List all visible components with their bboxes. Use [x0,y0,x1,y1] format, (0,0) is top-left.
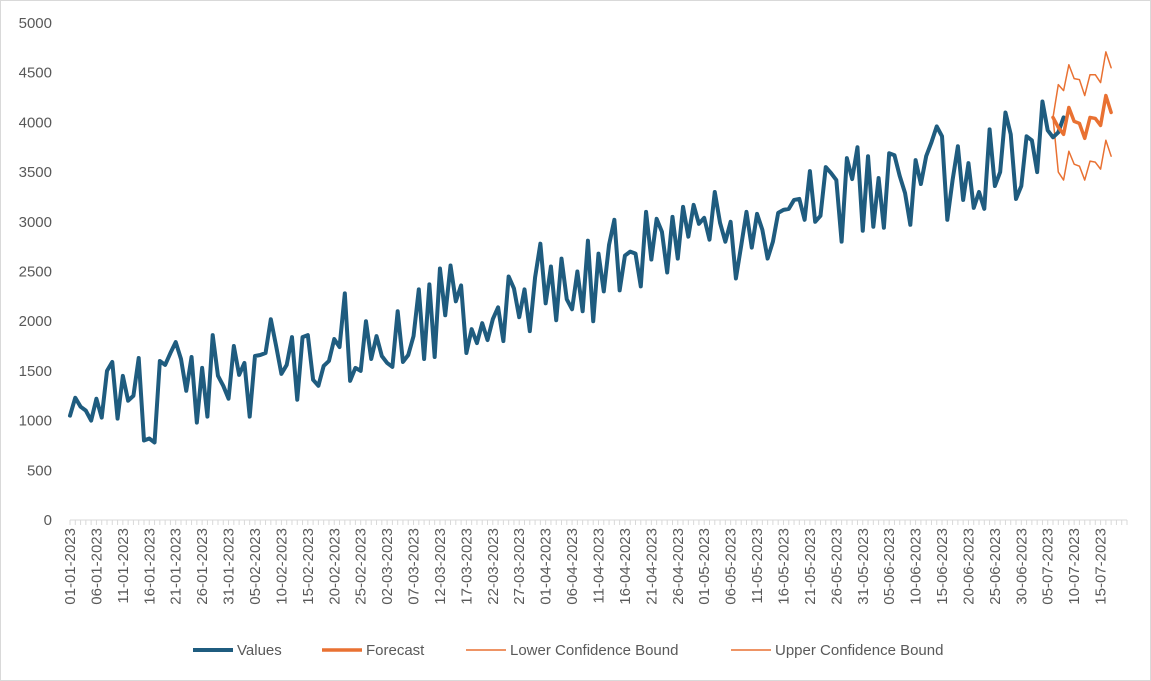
x-tick-label: 21-04-2023 [643,528,660,605]
x-tick-label: 16-01-2023 [141,528,158,605]
upper-confidence-bound-line [1052,51,1112,119]
x-tick-label: 15-06-2023 [934,528,951,605]
x-tick-label: 11-04-2023 [591,528,608,604]
x-tick-label: 26-04-2023 [670,528,687,605]
y-tick-label: 0 [44,512,52,529]
x-tick-label: 12-03-2023 [432,528,449,605]
legend-label-values: Values [237,642,282,659]
x-axis: 01-01-2023 06-01-2023 11-01-2023 16-01-2023… [62,519,1128,605]
y-tick-label: 1000 [19,413,52,430]
x-tick-label: 01-05-2023 [696,528,713,605]
x-tick-label: 01-04-2023 [538,528,555,605]
legend-label-forecast: Forecast [366,642,425,659]
x-tick-label: 17-03-2023 [458,528,475,605]
x-tick-label: 05-02-2023 [247,528,264,605]
x-tick-label: 26-05-2023 [828,528,845,605]
x-tick-label: 05-06-2023 [881,528,898,605]
x-tick-label: 30-06-2023 [1013,528,1030,605]
lower-confidence-bound-line [1052,116,1112,181]
values-line [68,99,1066,445]
x-tick-label: 21-01-2023 [168,528,185,605]
x-tick-label: 01-01-2023 [62,528,79,605]
x-tick-label: 06-04-2023 [564,528,581,605]
y-tick-label: 2000 [19,313,52,330]
y-tick-label: 1500 [19,363,52,380]
x-tick-label: 11-05-2023 [749,528,766,604]
x-tick-label: 22-03-2023 [485,528,502,605]
legend: Values Forecast Lower Confidence Bound Uppe… [193,642,943,659]
x-tick-label: 27-03-2023 [511,528,528,605]
x-tick-label: 10-06-2023 [908,528,925,605]
x-tick-label: 16-04-2023 [617,528,634,605]
x-tick-label: 10-07-2023 [1066,528,1083,605]
x-tick-label: 05-07-2023 [1040,528,1057,605]
y-tick-label: 5000 [19,15,52,32]
x-tick-label: 25-06-2023 [987,528,1004,605]
forecast-line [1051,93,1113,141]
x-tick-label: 06-01-2023 [88,528,105,605]
y-tick-label: 2500 [19,264,52,281]
x-tick-label: 07-03-2023 [406,528,423,605]
x-tick-label: 31-01-2023 [221,528,238,605]
y-axis: 0 500 1000 1500 2000 2500 3000 3500 4000 4500 5000 [19,15,52,529]
x-tick-label: 20-02-2023 [326,528,343,605]
x-tick-label: 10-02-2023 [273,528,290,605]
plot-area [68,51,1113,445]
y-tick-label: 4000 [19,114,52,131]
x-tick-label: 21-05-2023 [802,528,819,605]
x-tick-label: 15-02-2023 [300,528,317,605]
y-tick-label: 500 [27,462,52,479]
x-tick-label: 26-01-2023 [194,528,211,605]
x-tick-label: 06-05-2023 [723,528,740,605]
y-tick-label: 3000 [19,214,52,231]
x-tick-label: 31-05-2023 [855,528,872,605]
y-tick-label: 4500 [19,65,52,82]
y-tick-label: 3500 [19,164,52,181]
x-tick-label: 16-05-2023 [775,528,792,605]
x-tick-label: 02-03-2023 [379,528,396,605]
x-tick-label: 15-07-2023 [1093,528,1110,605]
legend-label-lower-confidence-bound: Lower Confidence Bound [510,642,678,659]
x-tick-label: 20-06-2023 [960,528,977,605]
x-tick-label: 11-01-2023 [115,528,132,604]
x-tick-label: 25-02-2023 [353,528,370,605]
legend-label-upper-confidence-bound: Upper Confidence Bound [775,642,943,659]
